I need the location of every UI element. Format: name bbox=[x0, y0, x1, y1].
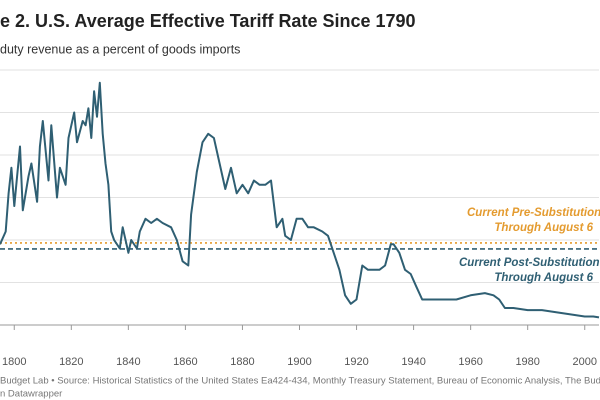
x-tick-label: 1820 bbox=[59, 356, 83, 368]
chart-title: e 2. U.S. Average Effective Tariff Rate … bbox=[0, 11, 416, 31]
x-tick-label: 1860 bbox=[173, 356, 197, 368]
x-tick-label: 1940 bbox=[401, 356, 425, 368]
annotation: Through August 6 bbox=[494, 222, 593, 234]
footer: Budget Lab • Source: Historical Statisti… bbox=[0, 376, 600, 387]
x-tick-label: 1920 bbox=[344, 356, 368, 368]
x-tick-label: 1800 bbox=[2, 356, 26, 368]
x-tick-label: 2000 bbox=[572, 356, 596, 368]
annotation: Current Post-Substitution F bbox=[459, 257, 600, 269]
annotation: Current Pre-Substitution F bbox=[467, 207, 600, 219]
chart-subtitle: duty revenue as a percent of goods impor… bbox=[0, 42, 240, 56]
data-line bbox=[0, 81, 600, 319]
x-tick-label: 1960 bbox=[458, 356, 482, 368]
annotation: Through August 6 bbox=[494, 272, 593, 284]
x-tick-label: 1880 bbox=[230, 356, 254, 368]
x-tick-label: 1840 bbox=[116, 356, 140, 368]
x-tick-label: 1980 bbox=[515, 356, 539, 368]
footer: n Datawrapper bbox=[0, 389, 62, 400]
x-tick-label: 1900 bbox=[287, 356, 311, 368]
